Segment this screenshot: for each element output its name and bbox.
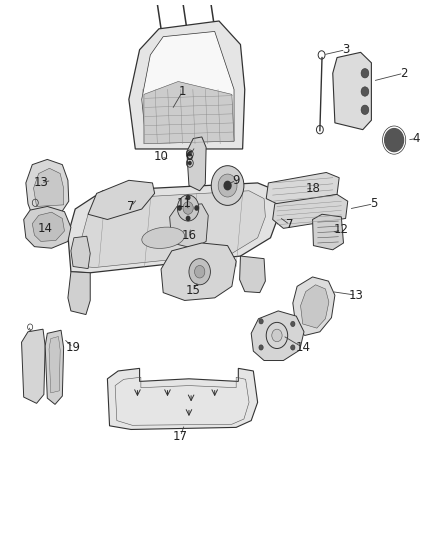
- Polygon shape: [129, 21, 245, 149]
- Text: 1: 1: [179, 85, 186, 98]
- Polygon shape: [71, 236, 90, 269]
- Polygon shape: [26, 159, 69, 220]
- Polygon shape: [107, 368, 258, 430]
- Polygon shape: [272, 195, 348, 228]
- Circle shape: [189, 259, 210, 285]
- Polygon shape: [333, 52, 371, 130]
- Circle shape: [361, 87, 369, 96]
- Circle shape: [211, 166, 244, 205]
- Circle shape: [188, 161, 191, 165]
- Text: 14: 14: [295, 341, 310, 354]
- Text: 4: 4: [413, 132, 420, 145]
- Circle shape: [259, 319, 263, 324]
- Text: 5: 5: [370, 197, 377, 211]
- Circle shape: [224, 181, 231, 190]
- Polygon shape: [21, 329, 45, 403]
- Polygon shape: [266, 173, 339, 205]
- Circle shape: [361, 105, 369, 115]
- Circle shape: [206, 0, 213, 3]
- Circle shape: [291, 345, 295, 350]
- Polygon shape: [34, 168, 64, 206]
- Polygon shape: [88, 180, 155, 220]
- Text: 18: 18: [306, 182, 321, 195]
- Polygon shape: [240, 256, 265, 293]
- Polygon shape: [142, 31, 234, 141]
- Polygon shape: [81, 191, 265, 268]
- Circle shape: [187, 196, 190, 200]
- Circle shape: [194, 265, 205, 278]
- Text: 15: 15: [186, 284, 201, 296]
- Polygon shape: [170, 204, 208, 248]
- Polygon shape: [68, 183, 279, 273]
- Text: 13: 13: [33, 176, 48, 189]
- Polygon shape: [293, 277, 335, 335]
- Circle shape: [178, 206, 181, 210]
- Polygon shape: [144, 82, 234, 144]
- Circle shape: [183, 201, 193, 214]
- Text: 19: 19: [66, 341, 81, 354]
- Circle shape: [218, 174, 237, 197]
- Circle shape: [195, 206, 198, 210]
- Circle shape: [177, 195, 199, 221]
- Circle shape: [361, 69, 369, 78]
- Text: 17: 17: [173, 430, 188, 443]
- Polygon shape: [45, 330, 64, 405]
- Polygon shape: [313, 214, 343, 250]
- Text: 16: 16: [181, 229, 197, 241]
- Polygon shape: [300, 285, 329, 328]
- Circle shape: [178, 0, 185, 3]
- Polygon shape: [161, 243, 236, 301]
- Text: 10: 10: [154, 150, 169, 163]
- Circle shape: [259, 345, 263, 350]
- Polygon shape: [187, 137, 206, 191]
- Text: 12: 12: [334, 223, 349, 237]
- Circle shape: [188, 152, 191, 156]
- Polygon shape: [24, 206, 71, 248]
- Text: 13: 13: [349, 289, 364, 302]
- Text: 9: 9: [233, 174, 240, 187]
- Polygon shape: [49, 336, 60, 393]
- Polygon shape: [68, 272, 90, 314]
- Text: 2: 2: [400, 67, 407, 80]
- Ellipse shape: [142, 227, 184, 248]
- Text: 11: 11: [177, 197, 192, 211]
- Circle shape: [187, 216, 190, 221]
- Text: 7: 7: [286, 218, 293, 231]
- Circle shape: [272, 329, 282, 342]
- Circle shape: [385, 128, 403, 151]
- Text: 3: 3: [342, 43, 350, 56]
- Polygon shape: [32, 212, 64, 241]
- Circle shape: [152, 0, 159, 3]
- Text: 7: 7: [127, 200, 135, 213]
- Circle shape: [291, 321, 295, 327]
- Text: 14: 14: [38, 222, 53, 236]
- Text: 6: 6: [185, 150, 193, 163]
- Polygon shape: [251, 311, 304, 360]
